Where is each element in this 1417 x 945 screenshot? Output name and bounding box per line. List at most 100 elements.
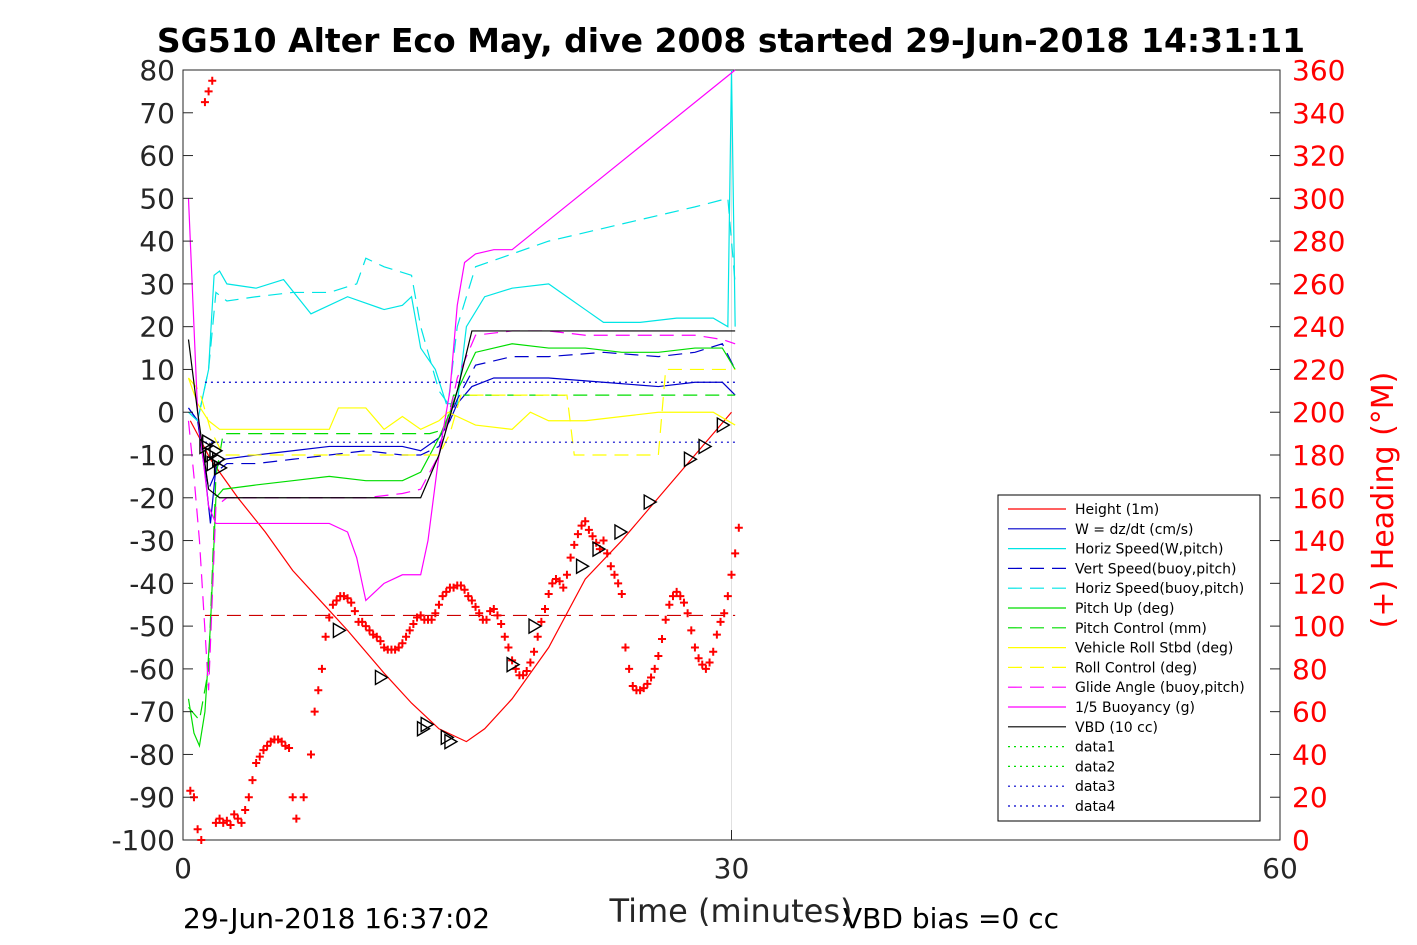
y-tick-label: -60 (129, 653, 175, 686)
heading-point (530, 647, 539, 656)
triangle-marker (444, 733, 459, 750)
heading-point (559, 583, 568, 592)
heading-point (277, 737, 286, 746)
heading-point (215, 814, 224, 823)
heading-point (734, 523, 743, 532)
right-y-tick-label: 180 (1292, 439, 1345, 472)
heading-point (416, 611, 425, 620)
heading-point (325, 613, 334, 622)
y-tick-label: 40 (139, 225, 175, 258)
heading-point (639, 684, 648, 693)
heading-point (241, 806, 250, 815)
heading-point (208, 76, 217, 85)
heading-point (285, 744, 294, 753)
right-y-tick-label: 20 (1292, 781, 1328, 814)
heading-point (526, 658, 535, 667)
heading-point (259, 746, 268, 755)
heading-point (292, 814, 301, 823)
right-y-tick-label: 0 (1292, 824, 1310, 857)
heading-point (599, 536, 608, 545)
heading-point (434, 600, 443, 609)
heading-point (347, 598, 356, 607)
heading-point (394, 643, 403, 652)
heading-point (584, 525, 593, 534)
triangle-marker (643, 493, 658, 511)
heading-point (625, 664, 634, 673)
y-tick-label: 60 (139, 140, 175, 173)
heading-point (317, 664, 326, 673)
heading-point (658, 634, 667, 643)
legend-label-9: Glide Angle (buoy,pitch) (1075, 680, 1245, 696)
heading-point (709, 647, 718, 656)
heading-point (460, 585, 469, 594)
heading-point (705, 658, 714, 667)
right-y-tick-label: 200 (1292, 396, 1345, 429)
heading-point (731, 549, 740, 558)
heading-point (464, 592, 473, 601)
heading-point (500, 632, 509, 641)
heading-point (255, 752, 264, 761)
heading-point (233, 814, 242, 823)
triangle-marker (506, 656, 521, 673)
legend-label-6: Pitch Control (mm) (1075, 621, 1207, 637)
heading-point (720, 609, 729, 618)
legend-label-3: Vert Speed(buoy,pitch) (1075, 561, 1237, 577)
y-tick-label: -30 (129, 525, 175, 558)
heading-point (358, 617, 367, 626)
heading-point (230, 810, 239, 819)
triangle-marker (440, 729, 455, 746)
series-line-7 (187, 377, 736, 431)
y-tick-label: -20 (129, 482, 175, 515)
heading-point (438, 592, 447, 601)
triangle-marker (332, 622, 347, 639)
footer-vbd-bias: VBD bias =0 cc (843, 902, 1059, 935)
series-line-3 (187, 343, 736, 492)
y-tick-label: 30 (139, 268, 175, 301)
y-tick-label: -90 (129, 781, 175, 814)
plot-area: -100-90-80-70-60-50-40-30-20-10010203040… (111, 54, 1345, 885)
legend-label-7: Vehicle Roll Stbd (deg) (1075, 641, 1233, 657)
heading-point (603, 549, 612, 558)
y-tick-label: 20 (139, 311, 175, 344)
heading-point (581, 517, 590, 526)
legend-label-10: 1/5 Buoyancy (g) (1075, 700, 1195, 716)
y-tick-label: 10 (139, 353, 175, 386)
heading-point (555, 577, 564, 586)
heading-point (698, 660, 707, 669)
series-line-8 (188, 368, 736, 456)
heading-point (628, 682, 637, 690)
heading-point (614, 579, 623, 588)
right-y-tick-label: 300 (1292, 182, 1345, 215)
x-axis-label: Time (minutes) (609, 892, 853, 930)
heading-point (676, 592, 685, 601)
legend-label-8: Roll Control (deg) (1075, 660, 1197, 676)
legend-label-15: data4 (1075, 799, 1116, 815)
right-y-tick-label: 220 (1292, 353, 1345, 386)
heading-point (679, 598, 688, 607)
triangle-marker (614, 523, 629, 541)
heading-point (643, 679, 652, 688)
heading-point (226, 821, 235, 830)
heading-point (409, 619, 418, 628)
x-tick-label: 30 (714, 852, 750, 885)
heading-point (647, 673, 656, 682)
heading-point (299, 793, 308, 802)
legend-label-5: Pitch Up (deg) (1075, 601, 1174, 617)
heading-point (211, 818, 220, 827)
heading-point (306, 750, 315, 759)
triangle-marker (201, 433, 217, 451)
heading-point (687, 626, 696, 635)
heading-point (376, 637, 385, 646)
heading-point (573, 530, 582, 539)
heading-point (537, 617, 546, 626)
heading-point (482, 615, 491, 624)
heading-point (398, 639, 407, 648)
y-tick-label: -10 (129, 439, 175, 472)
heading-point (716, 617, 725, 626)
heading-point (544, 590, 553, 599)
heading-point (431, 609, 440, 618)
heading-point (332, 596, 341, 605)
heading-point (610, 570, 619, 579)
heading-point (456, 581, 465, 590)
series-line-9 (187, 330, 736, 691)
